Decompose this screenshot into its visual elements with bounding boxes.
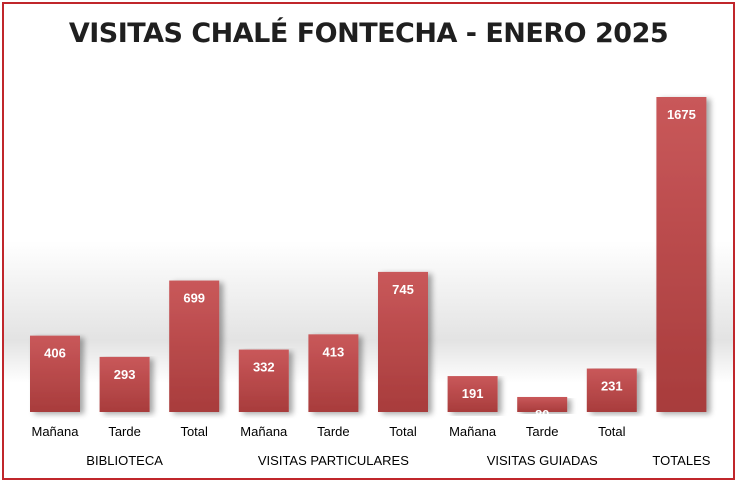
data-label: 413	[323, 344, 345, 359]
category-tick-label: Total	[180, 424, 208, 439]
category-tick-label: Tarde	[317, 424, 350, 439]
group-label: TOTALES	[652, 453, 710, 468]
bar	[308, 334, 359, 412]
data-label: 293	[114, 367, 136, 382]
group-label: VISITAS PARTICULARES	[258, 453, 409, 468]
data-label: 191	[462, 386, 484, 401]
bar	[99, 356, 150, 412]
bar	[586, 368, 637, 412]
chart-title: VISITAS CHALÉ FONTECHA - ENERO 2025	[68, 18, 669, 49]
bar	[30, 335, 80, 412]
data-label: 80	[535, 407, 549, 422]
bar	[378, 271, 428, 412]
bar	[447, 376, 498, 412]
category-tick-label: Total	[598, 424, 626, 439]
data-label: 332	[253, 360, 275, 375]
category-tick-label: Mañana	[32, 424, 80, 439]
data-label: 745	[392, 282, 414, 297]
bar	[517, 396, 568, 412]
category-tick-label: Total	[389, 424, 417, 439]
bar	[238, 349, 289, 412]
data-label: 1675	[667, 107, 696, 122]
group-label: VISITAS GUIADAS	[487, 453, 598, 468]
bar	[169, 280, 220, 412]
data-label: 231	[601, 379, 623, 394]
category-tick-label: Tarde	[526, 424, 559, 439]
bar	[656, 97, 707, 412]
category-tick-label: Mañana	[240, 424, 288, 439]
group-label: BIBLIOTECA	[86, 453, 163, 468]
category-tick-label: Mañana	[449, 424, 497, 439]
category-tick-label: Tarde	[108, 424, 141, 439]
data-label: 406	[44, 346, 66, 361]
data-label: 699	[183, 291, 205, 306]
